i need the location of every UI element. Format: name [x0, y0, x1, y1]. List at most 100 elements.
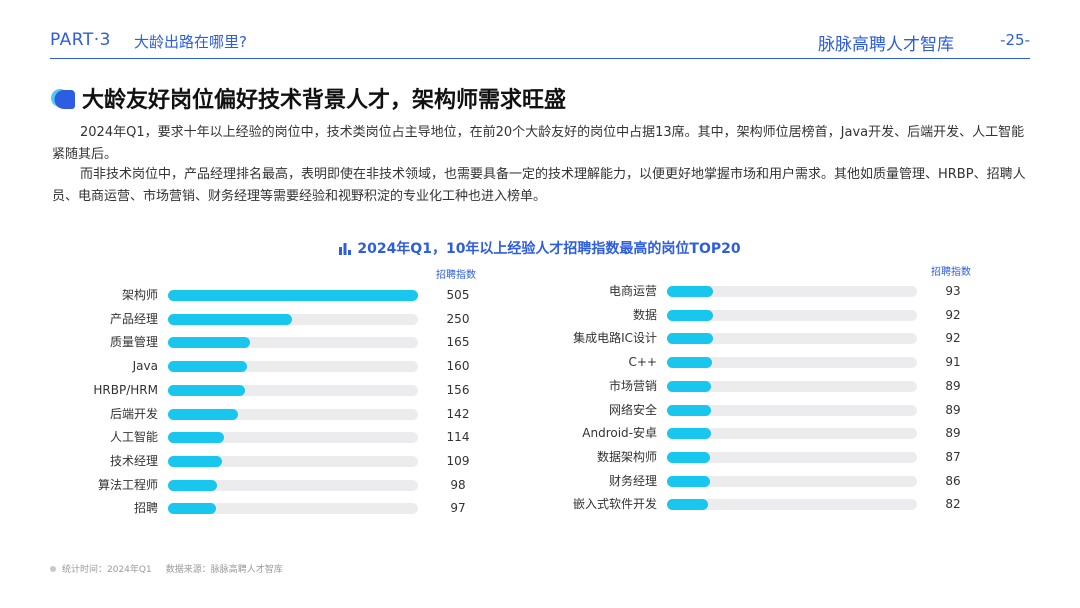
bar-row: 算法工程师 98: [98, 476, 466, 494]
bar-value-label: 142: [446, 406, 470, 421]
bar-category-label: 人工智能: [109, 430, 158, 445]
bar-category-label: 算法工程师: [97, 477, 158, 492]
chart-title: 2024年Q1，10年以上经验人才招聘指数最高的岗位TOP20: [0, 238, 1080, 258]
bar-track: [168, 337, 418, 349]
paragraph-1: 2024年Q1，要求十年以上经验的岗位中，技术类岗位占主导地位，在前20个大龄友…: [52, 125, 1025, 162]
bar-track: [168, 479, 418, 491]
bar-row: C++ 91: [629, 353, 961, 371]
footer: 统计时间：2024年Q1 数据来源：脉脉高聘人才智库: [50, 562, 283, 575]
bar-track: [667, 499, 917, 511]
bar-category-label: C++: [628, 355, 658, 370]
bar: [667, 451, 711, 463]
speech-bubble-icon: [51, 89, 75, 109]
left-value-label: 招聘指数: [436, 270, 476, 281]
header-divider: [50, 58, 1030, 59]
bar-category-label: 产品经理: [109, 311, 158, 326]
bar-row: 网络安全 89: [609, 401, 961, 419]
bar-row: Java 160: [133, 357, 470, 375]
bar: [168, 408, 239, 420]
bar-category-label: 质量管理: [109, 335, 158, 350]
section-title: 大龄出路在哪里?: [134, 33, 247, 51]
bar: [667, 499, 708, 511]
brand-name: 脉脉高聘人才智库: [818, 35, 954, 55]
bar-category-label: 网络安全: [608, 402, 657, 417]
bar-row: 数据 92: [633, 306, 961, 324]
bar-value-label: 109: [446, 453, 470, 468]
right-value-label: 招聘指数: [931, 267, 971, 278]
bar-row: 招聘 97: [134, 499, 466, 517]
bar-track: [667, 380, 917, 392]
bar: [667, 404, 712, 416]
bar-category-label: 财务经理: [608, 473, 657, 488]
bar-track: [667, 286, 917, 297]
bar-value-label: 156: [446, 382, 470, 397]
bar: [168, 455, 222, 467]
bar-value-label: 505: [446, 288, 470, 302]
bar: [168, 432, 225, 444]
header: PART·3 大龄出路在哪里? 脉脉高聘人才智库 -25-: [50, 30, 1030, 56]
bar-category-label: HRBP/HRM: [93, 382, 158, 397]
bar-category-label: 电商运营: [608, 284, 657, 298]
bar-value-label: 89: [945, 426, 961, 441]
bar-row: 人工智能 114: [110, 428, 469, 446]
bar: [168, 361, 248, 373]
bar: [168, 337, 250, 349]
bar-row: 质量管理 165: [110, 333, 469, 351]
bar-row: 后端开发 142: [110, 405, 469, 423]
bar-category-label: 招聘: [133, 501, 158, 516]
bar-row: 产品经理 250: [110, 310, 469, 328]
bar: [168, 503, 217, 515]
bar-track: [667, 333, 917, 345]
bar-track: [667, 404, 917, 416]
bar-row: 市场营销 89: [609, 377, 961, 395]
bar-track: [168, 313, 418, 325]
bar-value-label: 160: [446, 359, 470, 374]
bar-track: [168, 432, 418, 444]
bar: [168, 313, 292, 325]
bar-row: HRBP/HRM 156: [93, 381, 469, 399]
page-number: -25-: [1000, 31, 1030, 49]
bar-value-label: 97: [450, 501, 466, 516]
bar-track: [168, 384, 418, 396]
bar-category-label: 市场营销: [608, 378, 657, 393]
bar-value-label: 91: [945, 355, 961, 370]
bar-value-label: 92: [945, 307, 961, 322]
bar-value-label: 93: [945, 284, 961, 298]
bar-category-label: 后端开发: [109, 406, 158, 421]
bar: [667, 333, 713, 345]
paragraph-2: 而非技术岗位中，产品经理排名最高，表明即使在非技术领域，也需要具备一定的技术理解…: [52, 167, 1026, 204]
bar: [667, 475, 710, 487]
bar-value-label: 82: [945, 497, 961, 512]
bar-value-label: 114: [446, 430, 470, 445]
bar-category-label: 集成电路IC设计: [573, 331, 657, 346]
bar-track: [168, 455, 418, 467]
bar: [667, 286, 714, 297]
part-label: PART·3: [50, 30, 111, 50]
bar: [168, 479, 217, 491]
bar: [168, 290, 418, 301]
bar-track: [667, 451, 917, 463]
bar-value-label: 92: [945, 331, 961, 346]
bar-value-label: 98: [450, 477, 466, 492]
bar-value-label: 89: [945, 402, 961, 417]
bar-row: Android-安卓 89: [582, 424, 960, 442]
bar-value-label: 165: [446, 335, 470, 350]
bar-row: 财务经理 86: [609, 472, 961, 490]
bar-row: 技术经理 109: [110, 452, 469, 470]
bar: [667, 380, 712, 392]
bar-category-label: 数据架构师: [596, 449, 657, 464]
footer-source: 数据来源：脉脉高聘人才智库: [165, 565, 283, 575]
bar: [168, 384, 246, 396]
bar-row: 数据架构师 87: [597, 448, 961, 466]
bar-chart-icon: [339, 243, 352, 255]
bar-value-label: 250: [446, 311, 470, 326]
footer-time: 统计时间：2024年Q1: [62, 565, 152, 575]
bar-category-label: Android-安卓: [582, 426, 657, 441]
bar: [667, 428, 712, 440]
bar-track: [168, 361, 418, 373]
bar-track: [667, 428, 917, 440]
bar-category-label: 架构师: [121, 288, 158, 302]
bar-row: 嵌入式软件开发 82: [573, 495, 961, 513]
page-title: 大龄友好岗位偏好技术背景人才，架构师需求旺盛: [82, 88, 567, 113]
bar: [667, 357, 713, 369]
